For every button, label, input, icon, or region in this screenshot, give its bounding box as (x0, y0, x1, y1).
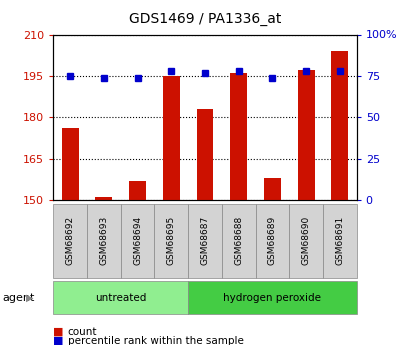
Bar (263, 178, 280, 200)
Text: GDS1469 / PA1336_at: GDS1469 / PA1336_at (128, 12, 281, 26)
Bar (230, 73, 247, 200)
Text: GSM68695: GSM68695 (166, 216, 175, 265)
Bar (330, 51, 347, 200)
Text: GSM68687: GSM68687 (200, 216, 209, 265)
Text: GSM68688: GSM68688 (234, 216, 243, 265)
Text: GSM68693: GSM68693 (99, 216, 108, 265)
Text: GSM68690: GSM68690 (301, 216, 310, 265)
Text: ▶: ▶ (26, 293, 33, 303)
Bar (196, 109, 213, 200)
Text: hydrogen peroxide: hydrogen peroxide (223, 293, 321, 303)
Bar (297, 70, 314, 200)
Text: GSM68689: GSM68689 (267, 216, 276, 265)
Text: ■: ■ (53, 336, 64, 345)
Text: untreated: untreated (95, 293, 146, 303)
Text: percentile rank within the sample: percentile rank within the sample (67, 336, 243, 345)
Bar (162, 76, 179, 200)
Text: ■: ■ (53, 327, 64, 337)
Text: GSM68694: GSM68694 (133, 216, 142, 265)
Bar (129, 181, 146, 200)
Text: agent: agent (2, 293, 34, 303)
Text: count: count (67, 327, 97, 337)
Text: GSM68691: GSM68691 (335, 216, 344, 265)
Text: GSM68692: GSM68692 (65, 216, 74, 265)
Bar (62, 128, 79, 200)
Bar (95, 197, 112, 200)
